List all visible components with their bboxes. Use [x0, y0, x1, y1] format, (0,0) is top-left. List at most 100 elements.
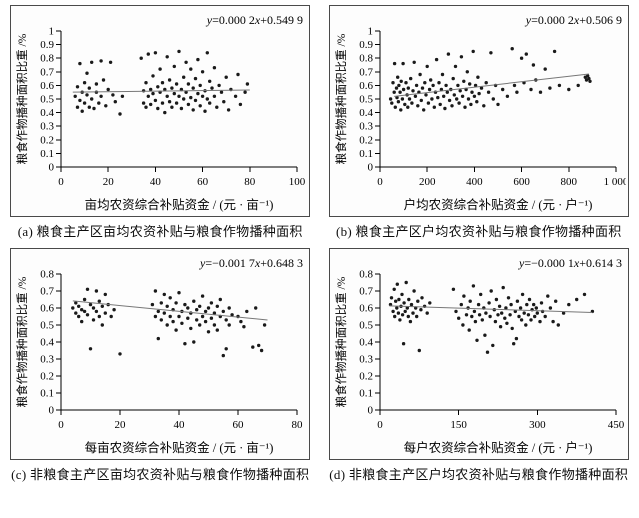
svg-text:60: 60 — [197, 176, 209, 188]
y-axis-label: 粮食作物播种面积比重 /% — [15, 33, 29, 164]
svg-text:40: 40 — [150, 176, 162, 188]
svg-text:0.8: 0.8 — [359, 53, 373, 65]
trend-line — [389, 305, 593, 313]
svg-text:0.7: 0.7 — [359, 286, 373, 298]
panel-c-frame: y=−0.001 7x+0.648 3 粮食作物播种面积比重 /% 每亩农资综合… — [10, 248, 311, 460]
panel-caption-c: (c) 非粮食主产区亩均农资补贴与粮食作物播种面积 — [11, 467, 310, 482]
panel-caption-d: (d) 非粮食主产区户均农资补贴与粮食作物播种面积 — [329, 467, 629, 482]
svg-text:800: 800 — [560, 176, 577, 188]
svg-text:0.4: 0.4 — [41, 107, 55, 119]
svg-text:0.4: 0.4 — [359, 337, 373, 349]
svg-text:0.2: 0.2 — [41, 134, 55, 146]
svg-text:1: 1 — [49, 26, 55, 38]
svg-text:0: 0 — [59, 419, 65, 431]
svg-text:0.6: 0.6 — [41, 80, 55, 92]
svg-text:400: 400 — [466, 176, 483, 188]
svg-text:0.5: 0.5 — [359, 94, 373, 106]
regression-equation: y=0.000 2x+0.506 9 — [525, 13, 622, 27]
svg-text:200: 200 — [419, 176, 436, 188]
svg-text:0.7: 0.7 — [41, 66, 55, 78]
svg-text:20: 20 — [103, 176, 115, 188]
tick-labels: 0 0.1 0.2 0.3 0.4 0.5 0.6 0.7 0.8 0 20 40 60 80 — [41, 269, 304, 432]
svg-text:0.3: 0.3 — [41, 354, 55, 366]
svg-text:300: 300 — [529, 419, 546, 431]
svg-text:0.6: 0.6 — [41, 303, 55, 315]
svg-text:40: 40 — [174, 419, 186, 431]
svg-text:0.3: 0.3 — [359, 354, 373, 366]
svg-text:600: 600 — [513, 176, 530, 188]
axes — [374, 30, 617, 172]
svg-text:0.3: 0.3 — [359, 121, 373, 133]
svg-text:0.1: 0.1 — [359, 388, 373, 400]
svg-text:0.6: 0.6 — [359, 80, 373, 92]
svg-text:0.2: 0.2 — [41, 371, 55, 383]
svg-text:150: 150 — [450, 419, 467, 431]
panel-a-frame: y=0.000 2x+0.549 9 粮食作物播种面积比重 /% 亩均农资综合补… — [10, 5, 311, 217]
svg-text:1: 1 — [367, 26, 373, 38]
svg-text:0: 0 — [59, 176, 65, 188]
y-axis-label: 粮食作物播种面积比重 /% — [15, 276, 29, 407]
regression-equation: y=−0.000 1x+0.614 3 — [518, 256, 622, 270]
trend-line — [393, 73, 589, 97]
svg-text:20: 20 — [115, 419, 127, 431]
tick-labels: 0 0.1 0.20.3 0.40.5 0.6 0.70.8 0.91 0 20 40 60 80 10… — [41, 26, 307, 189]
panel-svg-2: y=−0.001 7x+0.648 3 粮食作物播种面积比重 /% 每亩农资综合… — [15, 256, 304, 455]
trend-line — [73, 89, 251, 93]
svg-text:0.8: 0.8 — [41, 269, 55, 281]
svg-text:0.1: 0.1 — [41, 148, 55, 160]
svg-text:1 000: 1 000 — [603, 176, 625, 188]
svg-text:0.1: 0.1 — [41, 388, 55, 400]
figure-grid: y=0.000 2x+0.549 9 粮食作物播种面积比重 /% 亩均农资综合补… — [8, 5, 632, 483]
regression-equation: y=0.000 2x+0.549 9 — [206, 13, 303, 27]
panel-caption-b: (b) 粮食主产区户均农资补贴与粮食作物播种面积 — [335, 224, 622, 239]
panel-svg-0: y=0.000 2x+0.549 9 粮食作物播种面积比重 /% 亩均农资综合补… — [15, 13, 307, 212]
svg-text:100: 100 — [289, 176, 306, 188]
tick-labels: 0 0.1 0.2 0.3 0.4 0.5 0.6 0.7 0.8 0 150 300 450 — [359, 269, 625, 432]
panel-svg-1: y=0.000 2x+0.506 9 粮食作物播种面积比重 /% 户均农资综合补… — [334, 13, 626, 212]
svg-text:0: 0 — [367, 405, 373, 417]
svg-text:0: 0 — [49, 405, 55, 417]
svg-text:0.2: 0.2 — [359, 134, 373, 146]
svg-text:0.8: 0.8 — [359, 269, 373, 281]
x-axis-label: 亩均农资综合补贴资金 / (元 · 亩⁻¹) — [85, 197, 274, 212]
svg-text:80: 80 — [245, 176, 256, 188]
y-axis-label: 粮食作物播种面积比重 /% — [334, 276, 348, 407]
axes — [56, 273, 298, 415]
axes — [374, 273, 617, 415]
scatter-points — [388, 280, 594, 354]
panel-b-frame: y=0.000 2x+0.506 9 粮食作物播种面积比重 /% 户均农资综合补… — [328, 5, 629, 217]
svg-text:0.5: 0.5 — [41, 320, 55, 332]
x-axis-label: 户均农资综合补贴资金 / (元 · 户⁻¹) — [403, 197, 592, 212]
svg-text:0.6: 0.6 — [359, 303, 373, 315]
svg-text:0: 0 — [377, 419, 383, 431]
svg-text:0.3: 0.3 — [41, 121, 55, 133]
svg-text:0.9: 0.9 — [359, 39, 373, 51]
svg-text:450: 450 — [608, 419, 625, 431]
x-axis-label: 每亩农资综合补贴资金 / (元 · 亩⁻¹) — [85, 440, 274, 455]
svg-text:0.7: 0.7 — [41, 286, 55, 298]
svg-text:0.9: 0.9 — [41, 39, 55, 51]
scatter-points — [73, 49, 250, 116]
tick-labels: 0 0.1 0.20.3 0.40.5 0.6 0.70.8 0.91 0 200 400 600 8… — [359, 26, 626, 189]
svg-text:0.1: 0.1 — [359, 148, 373, 160]
panel-caption-a: (a) 粮食主产区亩均农资补贴与粮食作物播种面积 — [17, 224, 303, 239]
svg-text:0.5: 0.5 — [359, 320, 373, 332]
svg-text:0.7: 0.7 — [359, 66, 373, 78]
svg-text:0: 0 — [49, 162, 55, 174]
scatter-points — [388, 47, 592, 112]
svg-text:0.4: 0.4 — [359, 107, 373, 119]
x-axis-label: 每户农资综合补贴资金 / (元 · 户⁻¹) — [403, 440, 592, 455]
panel-b: y=0.000 2x+0.506 9 粮食作物播种面积比重 /% 户均农资综合补… — [327, 5, 632, 240]
trend-line — [73, 300, 268, 321]
svg-text:80: 80 — [292, 419, 304, 431]
regression-equation: y=−0.001 7x+0.648 3 — [199, 256, 303, 270]
panel-c: y=−0.001 7x+0.648 3 粮食作物播种面积比重 /% 每亩农资综合… — [8, 248, 313, 483]
panel-a: y=0.000 2x+0.549 9 粮食作物播种面积比重 /% 亩均农资综合补… — [8, 5, 313, 240]
svg-text:0.5: 0.5 — [41, 94, 55, 106]
svg-text:0.2: 0.2 — [359, 371, 373, 383]
y-axis-label: 粮食作物播种面积比重 /% — [334, 33, 348, 164]
svg-text:0.4: 0.4 — [41, 337, 55, 349]
svg-text:0: 0 — [377, 176, 383, 188]
panel-svg-3: y=−0.000 1x+0.614 3 粮食作物播种面积比重 /% 每户农资综合… — [334, 256, 625, 455]
scatter-points — [71, 287, 267, 358]
